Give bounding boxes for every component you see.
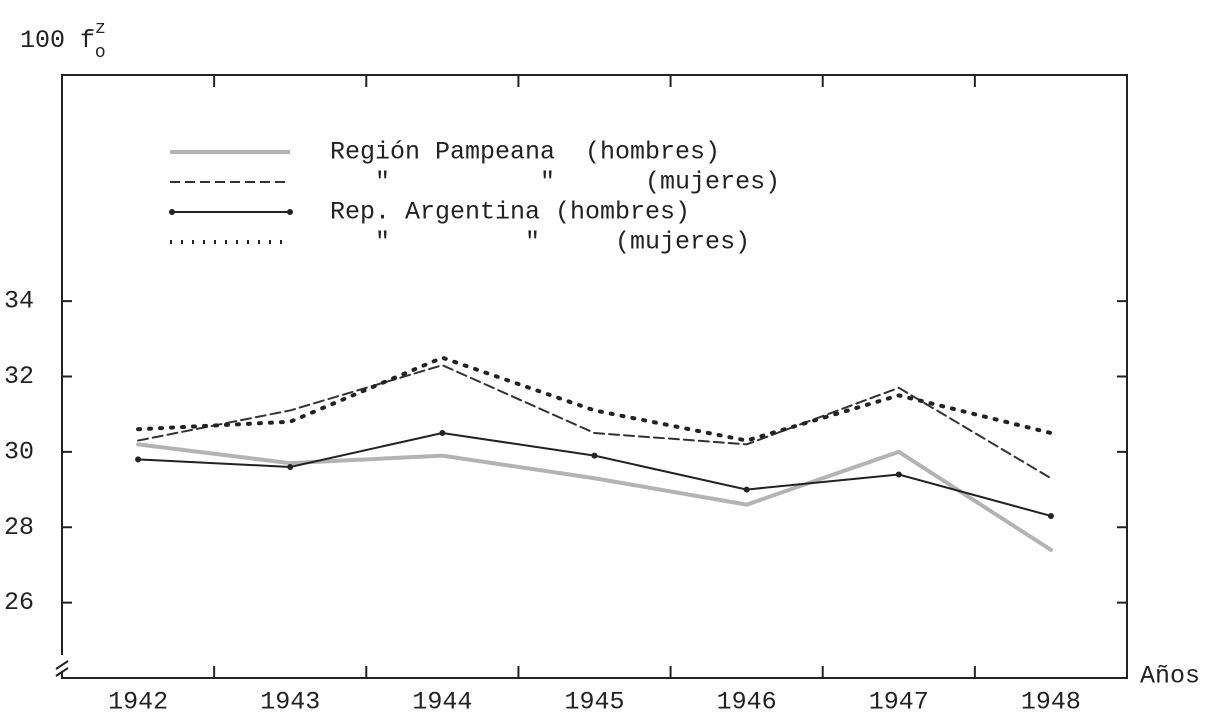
x-tick-label: 1948 [1021, 688, 1081, 717]
x-tick-label: 1944 [412, 688, 472, 717]
series-line [137, 364, 1052, 480]
y-tick-label: 34 [4, 287, 34, 316]
y-tick-label: 28 [4, 513, 34, 542]
series-line [136, 442, 1053, 552]
series-line [136, 355, 1053, 443]
x-tick-label: 1943 [260, 688, 320, 717]
y-label-base: 100 f [20, 26, 95, 55]
x-axis-label: Años [1140, 662, 1200, 691]
x-tick-label: 1946 [717, 688, 777, 717]
series-point [743, 486, 750, 493]
x-tick-label: 1947 [869, 688, 929, 717]
legend-label: Rep. Argentina (hombres) [330, 198, 690, 227]
series-point [439, 430, 446, 437]
y-label-sub: o [95, 43, 106, 63]
series-point [895, 471, 902, 478]
legend-label: " " (mujeres) [330, 168, 780, 197]
y-tick-label: 26 [4, 588, 34, 617]
series-point [1047, 512, 1054, 519]
series-point [287, 463, 294, 470]
y-tick-label: 30 [4, 437, 34, 466]
y-axis-label: 100 fz o [20, 19, 106, 63]
legend-label: " " (mujeres) [330, 228, 750, 257]
y-label-sup: z [95, 19, 106, 39]
x-tick-label: 1942 [108, 688, 168, 717]
axis-break [55, 655, 69, 677]
series-line [137, 432, 1052, 517]
series-point [135, 456, 142, 463]
y-tick-label: 32 [4, 362, 34, 391]
legend-dot [287, 209, 293, 215]
series-point [591, 452, 598, 459]
x-tick-label: 1945 [564, 688, 624, 717]
legend-label: Región Pampeana (hombres) [330, 138, 720, 167]
legend-dot [169, 209, 175, 215]
